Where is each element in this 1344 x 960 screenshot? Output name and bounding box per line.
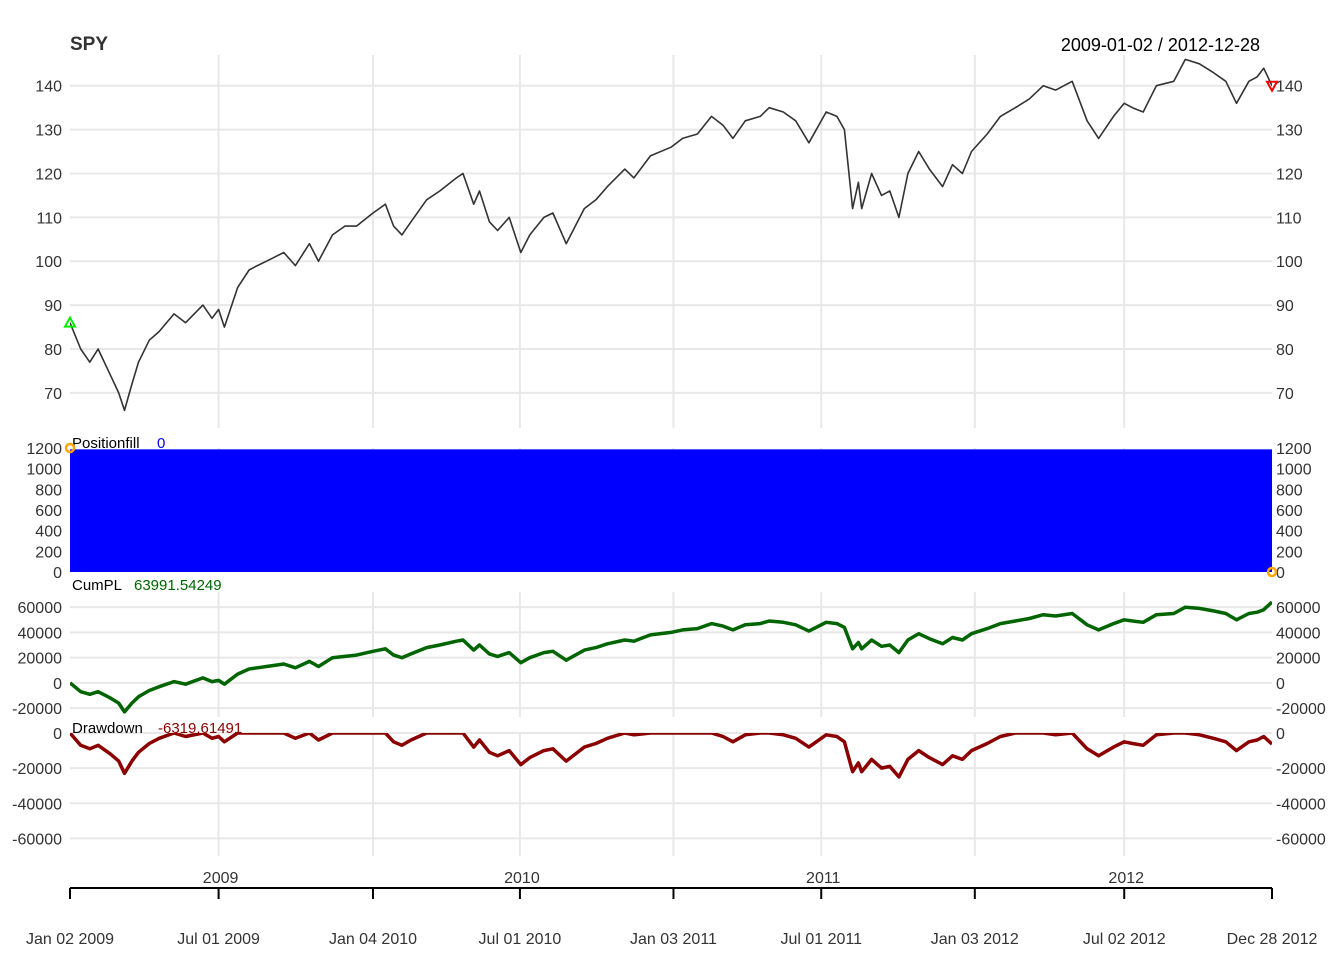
price-series-line <box>70 58 1272 412</box>
drawdown-value-label: -6319.61491 <box>158 720 242 737</box>
date-range: 2009-01-02 / 2012-12-28 <box>1061 35 1260 55</box>
drawdown-series-line <box>70 733 1272 779</box>
buy-marker <box>63 315 77 328</box>
cumpl-ytick-left-1: 0 <box>53 676 62 693</box>
cumpl-panel-title: CumPL <box>72 577 122 594</box>
x-date-label-0: Jan 02 2009 <box>26 931 114 948</box>
cumpl-ytick-right-2: 20000 <box>1276 651 1321 668</box>
x-year-label-3: 2012 <box>1108 870 1144 887</box>
position-fill-area <box>70 449 1272 572</box>
price-ytick-left-5: 120 <box>35 166 62 183</box>
price-ytick-right-5: 120 <box>1276 166 1303 183</box>
price-ytick-right-6: 130 <box>1276 123 1303 140</box>
cumpl-ytick-left-4: 60000 <box>18 600 63 617</box>
cumpl-ytick-left-2: 20000 <box>18 651 63 668</box>
position-ytick-left-3: 600 <box>35 503 62 520</box>
price-ytick-left-6: 130 <box>35 123 62 140</box>
position-ytick-right-5: 1000 <box>1276 462 1312 479</box>
drawdown-ytick-right-0: -60000 <box>1276 831 1326 848</box>
position-ytick-left-2: 400 <box>35 524 62 541</box>
cumpl-ytick-right-0: -20000 <box>1276 701 1326 718</box>
position-ytick-right-0: 0 <box>1276 565 1285 582</box>
cumpl-panel: CumPL 63991.54249 -20000 0 20000 40000 60000… <box>12 577 1326 718</box>
sell-marker <box>1265 80 1279 93</box>
x-date-label-2: Jan 04 2010 <box>329 931 417 948</box>
chart-title: SPY <box>70 34 108 55</box>
price-ytick-right-4: 110 <box>1276 210 1302 227</box>
drawdown-ytick-right-3: 0 <box>1276 726 1285 743</box>
price-ytick-left-7: 140 <box>35 79 62 96</box>
x-date-label-1: Jul 01 2009 <box>177 931 260 948</box>
position-ytick-right-1: 200 <box>1276 544 1303 561</box>
position-ytick-left-6: 1200 <box>26 441 62 458</box>
position-ytick-left-5: 1000 <box>26 462 62 479</box>
price-ytick-right-0: 70 <box>1276 386 1294 403</box>
cumpl-value-label: 63991.54249 <box>134 577 222 594</box>
position-value-label: 0 <box>157 435 165 452</box>
price-ytick-left-3: 100 <box>35 254 62 271</box>
x-date-label-5: Jul 01 2011 <box>780 931 862 948</box>
x-date-label-4: Jan 03 2011 <box>630 931 717 948</box>
drawdown-ytick-right-2: -20000 <box>1276 761 1326 778</box>
x-date-label-8: Dec 28 2012 <box>1227 931 1318 948</box>
price-panel: 70 80 90 100 110 120 130 140 70 80 90 100 110 120 130 1… <box>35 55 1303 428</box>
price-ytick-left-4: 110 <box>36 210 62 227</box>
position-ytick-left-4: 800 <box>35 482 62 499</box>
cumpl-series-line <box>70 600 1272 714</box>
drawdown-ytick-left-2: -20000 <box>12 761 62 778</box>
price-ytick-right-3: 100 <box>1276 254 1303 271</box>
drawdown-panel-title: Drawdown <box>72 720 143 737</box>
x-date-label-7: Jul 02 2012 <box>1083 931 1166 948</box>
cumpl-ytick-right-3: 40000 <box>1276 625 1321 642</box>
drawdown-ytick-left-3: 0 <box>53 726 62 743</box>
x-year-label-2: 2011 <box>806 870 841 887</box>
price-plot-area <box>70 55 1272 428</box>
drawdown-ytick-left-0: -60000 <box>12 831 62 848</box>
position-ytick-right-3: 600 <box>1276 503 1303 520</box>
transaction-marker-1 <box>1266 566 1278 578</box>
price-ytick-left-2: 90 <box>44 298 62 315</box>
transaction-marker-0 <box>64 442 76 454</box>
drawdown-ytick-right-1: -40000 <box>1276 796 1326 813</box>
cumpl-ytick-right-1: 0 <box>1276 676 1285 693</box>
cumpl-ytick-left-3: 40000 <box>18 625 63 642</box>
x-year-label-1: 2010 <box>504 870 540 887</box>
position-panel-title: Positionfill <box>72 435 140 452</box>
price-ytick-right-2: 90 <box>1276 298 1294 315</box>
x-date-label-6: Jan 03 2012 <box>931 931 1019 948</box>
x-axis: Jan 02 2009 Jul 01 2009 Jan 04 2010 Jul 01 … <box>26 870 1318 948</box>
price-ytick-right-7: 140 <box>1276 79 1303 96</box>
price-ytick-right-1: 80 <box>1276 342 1294 359</box>
drawdown-ytick-left-1: -40000 <box>12 796 62 813</box>
x-date-label-3: Jul 01 2010 <box>479 931 562 948</box>
position-panel: Positionfill 0 0 200 400 600 800 1000 1200 0 200… <box>26 435 1311 582</box>
x-year-label-0: 2009 <box>203 870 239 887</box>
position-ytick-right-6: 1200 <box>1276 441 1312 458</box>
position-ytick-left-0: 0 <box>53 565 62 582</box>
cumpl-ytick-right-4: 60000 <box>1276 600 1321 617</box>
cumpl-ytick-left-0: -20000 <box>12 701 62 718</box>
position-ytick-right-4: 800 <box>1276 482 1303 499</box>
price-ytick-left-1: 80 <box>44 342 62 359</box>
drawdown-panel: Drawdown -6319.61491 -60000 -40000 -20000 0… <box>12 720 1326 848</box>
price-ytick-left-0: 70 <box>44 386 62 403</box>
position-ytick-right-2: 400 <box>1276 524 1303 541</box>
position-ytick-left-1: 200 <box>35 544 62 561</box>
